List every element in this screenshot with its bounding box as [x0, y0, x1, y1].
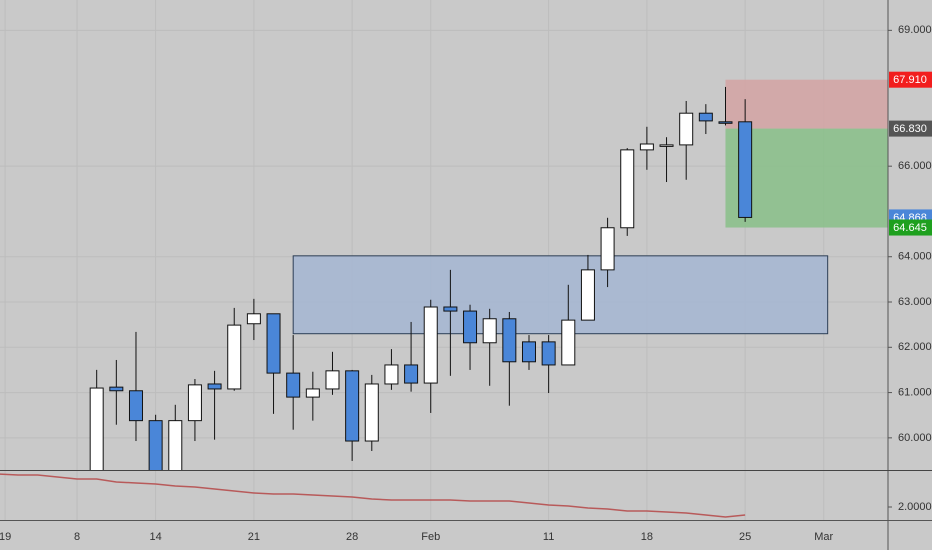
zone [725, 128, 888, 228]
candle-body [345, 370, 360, 442]
candle-body [600, 227, 615, 271]
zone [292, 255, 829, 335]
candle-body [207, 383, 222, 390]
y-tick-label: 61.000 [898, 386, 932, 398]
candle-body [521, 341, 536, 363]
y-tick-label: 63.000 [898, 296, 932, 308]
candle-body [738, 121, 753, 218]
candle-body [482, 318, 497, 344]
candle-body [109, 386, 124, 392]
candle-body [305, 388, 320, 398]
main-pane [89, 79, 888, 470]
candle-body [463, 310, 478, 344]
x-tick-label: 11 [543, 531, 554, 543]
indicator-line [0, 473, 746, 518]
x-tick-label: 14 [150, 531, 162, 543]
candle-body [718, 121, 733, 124]
candle-body [246, 313, 261, 325]
candle-body [639, 143, 654, 151]
x-tick-label: 25 [739, 531, 751, 543]
y-tick-label: 2.0000 [898, 501, 932, 513]
x-tick-label: 8 [74, 531, 80, 543]
x-tick-label: 19 [0, 531, 11, 543]
candle-body [168, 420, 183, 470]
y-tick-label: 66.000 [898, 160, 932, 172]
candle-body [443, 306, 458, 312]
indicator-pane [0, 473, 746, 518]
price-label-box [889, 120, 932, 137]
x-tick-label: 18 [641, 531, 653, 543]
candle-body [128, 390, 143, 422]
candle-body [384, 364, 399, 385]
candle-body [679, 112, 694, 146]
y-tick-label: 60.000 [898, 432, 932, 444]
candle-body [364, 383, 379, 442]
candle-body [580, 269, 595, 321]
price-label: 67.910 [893, 74, 927, 86]
y-tick-label: 69.000 [898, 24, 932, 36]
candle-body [502, 318, 517, 363]
price-label-box [889, 219, 932, 236]
price-label: 64.645 [893, 222, 927, 234]
candle-body [266, 313, 281, 374]
candle-body [227, 324, 242, 390]
candle-body [698, 112, 713, 122]
x-tick-label: 21 [248, 531, 260, 543]
price-label: 66.830 [893, 123, 927, 135]
y-tick-label: 64.000 [898, 251, 932, 263]
zone [725, 79, 888, 129]
candle-body [404, 364, 419, 384]
price-label-box [889, 71, 932, 88]
axes: 19 8 14 21 28 Feb 11 18 25 Mar 60.000 61.000 62.000 6… [0, 24, 932, 543]
candle-body [561, 319, 576, 366]
candle-body [325, 370, 340, 390]
candle-body [659, 144, 674, 147]
x-tick-label: Feb [421, 531, 440, 543]
x-tick-label: Mar [814, 531, 833, 543]
y-tick-label: 62.000 [898, 341, 932, 353]
candle-body [541, 341, 556, 366]
candle-body [148, 420, 163, 470]
x-tick-label: 28 [346, 531, 358, 543]
candle-body [89, 387, 104, 470]
candle-body [187, 384, 202, 422]
candle-body [423, 306, 438, 384]
candle-body [620, 149, 635, 229]
candle-body [286, 372, 301, 398]
